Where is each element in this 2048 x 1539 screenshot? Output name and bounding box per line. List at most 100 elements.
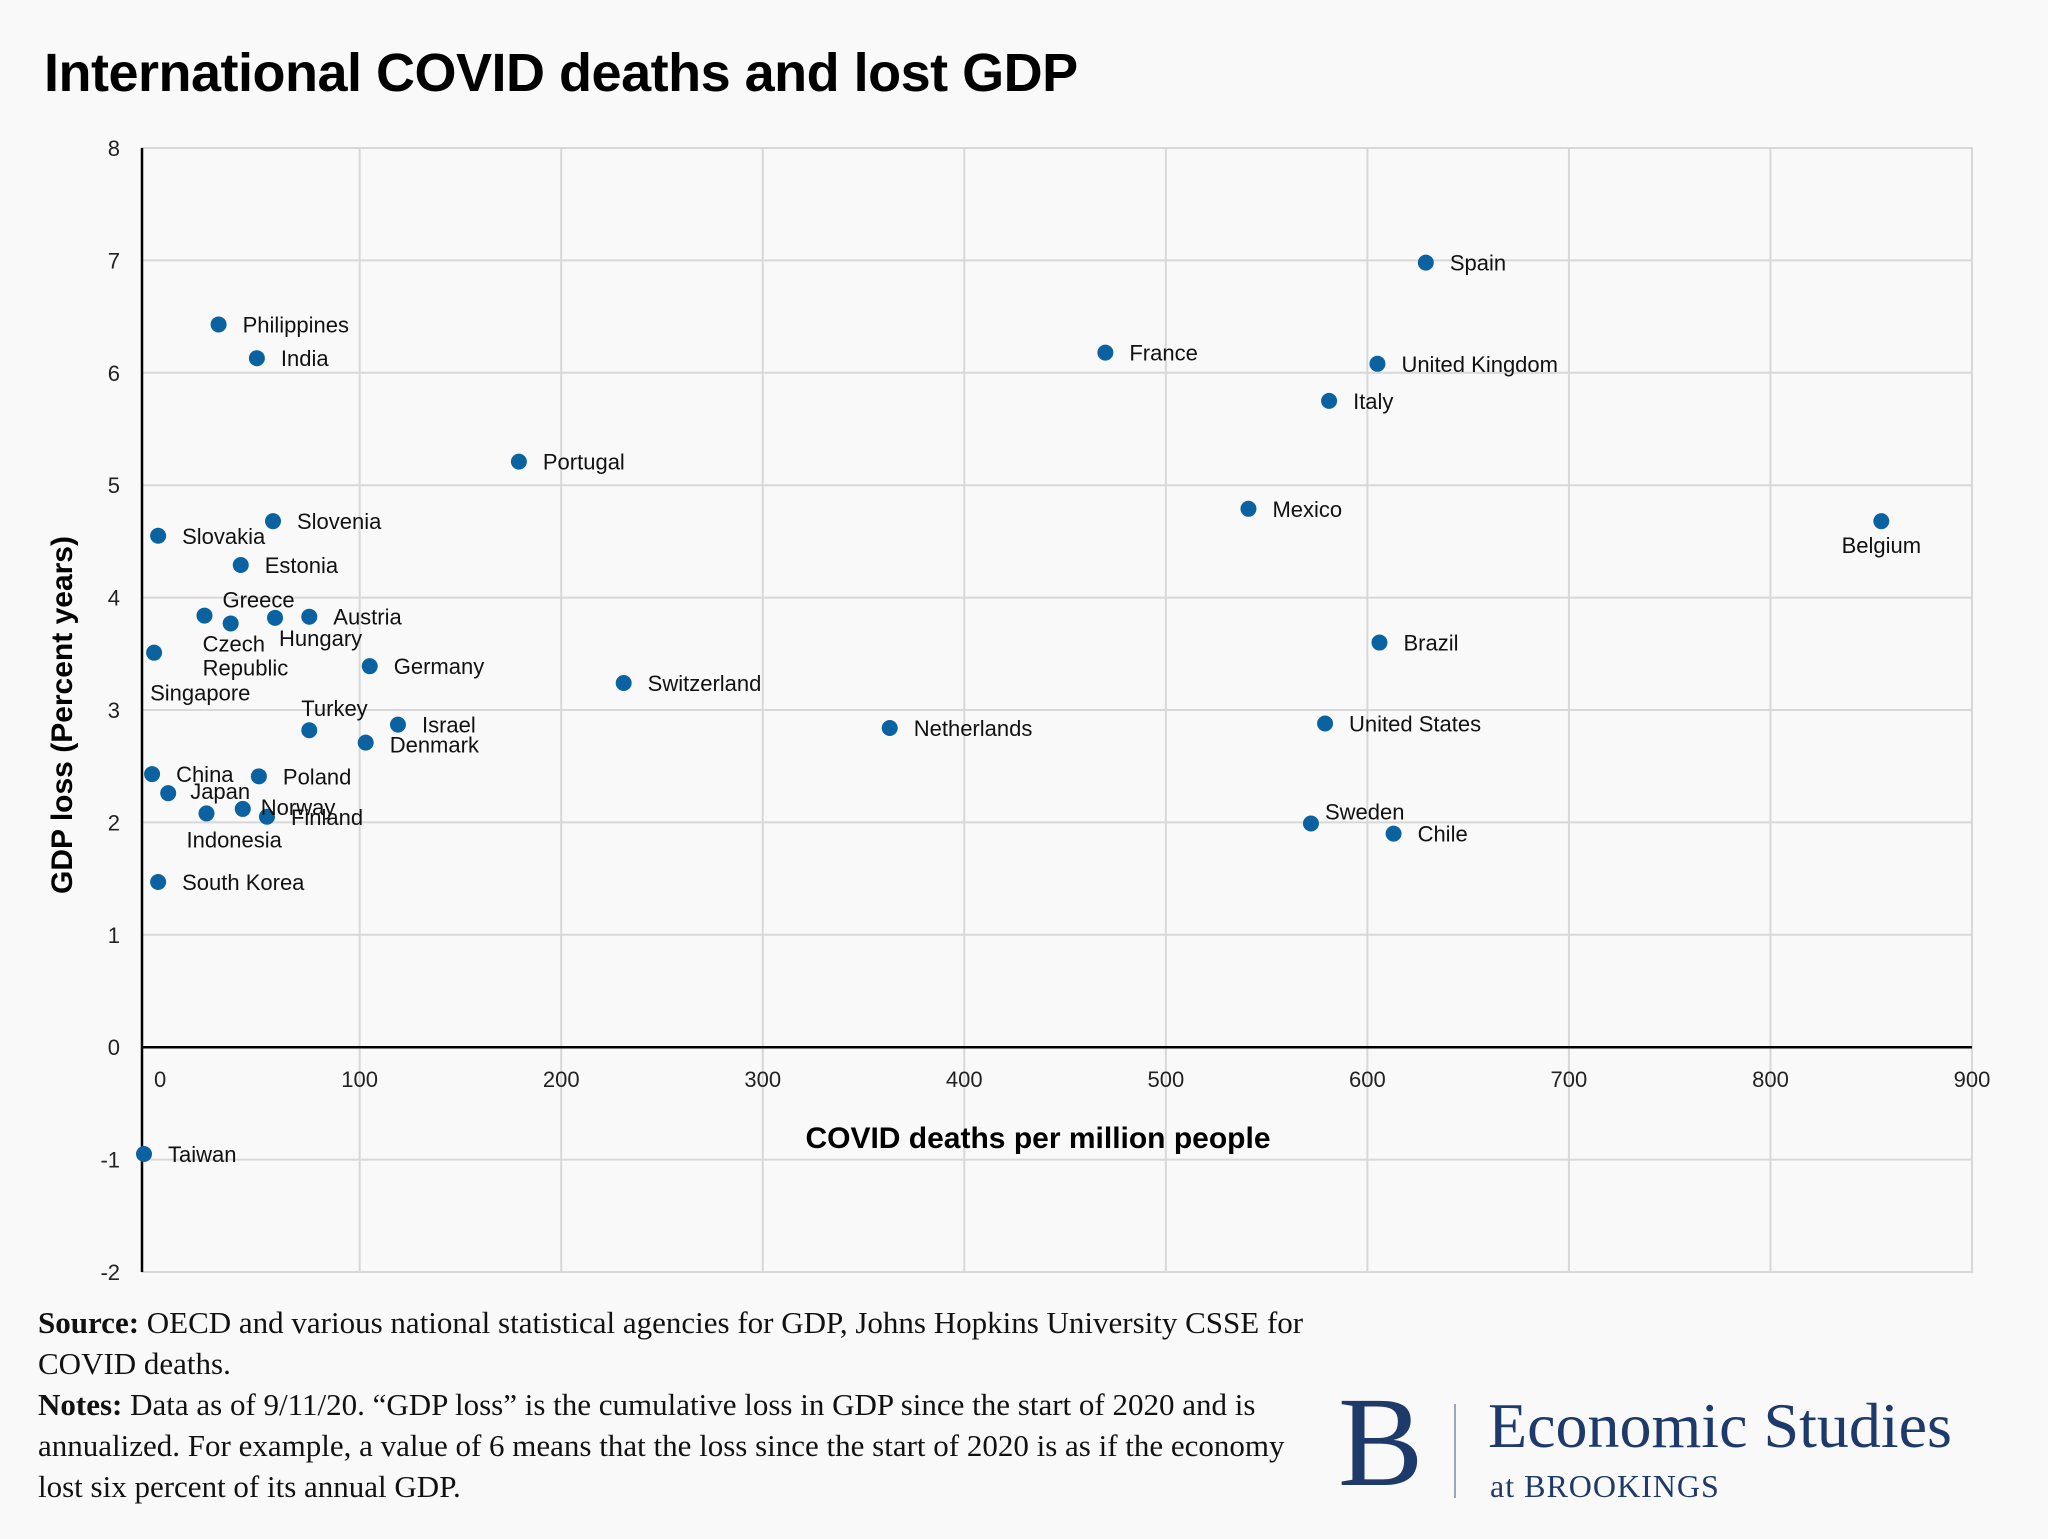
data-point: [150, 873, 167, 890]
point-label: Hungary: [279, 626, 362, 651]
point-label: France: [1129, 341, 1197, 366]
y-tick-label: -2: [100, 1260, 120, 1285]
data-point: [150, 527, 167, 544]
point-label: South Korea: [182, 870, 305, 895]
grid-lines: [141, 147, 1973, 1273]
point-label: United Kingdom: [1401, 352, 1558, 377]
logo-name: Economic Studies: [1488, 1390, 1952, 1461]
chart-footer: Source: OECD and various national statis…: [38, 1302, 1328, 1507]
point-label: Turkey: [301, 696, 367, 721]
point-label: Norway: [261, 795, 336, 820]
point-label: Slovakia: [182, 524, 266, 549]
data-point: [1321, 392, 1338, 409]
tick-labels: 0 100 200 300 400 500 600 700 800 900 -2 -1 0 1 2 3 4 5 6 7…: [100, 136, 1990, 1285]
y-tick-label: -1: [100, 1148, 120, 1173]
point-label: Estonia: [265, 553, 339, 578]
x-tick-label: 200: [543, 1067, 580, 1092]
data-point: [1873, 513, 1890, 530]
notes-label: Notes:: [38, 1387, 123, 1422]
point-label: Greece: [222, 588, 294, 613]
data-point: [1417, 254, 1434, 271]
data-point: [196, 607, 213, 624]
x-tick-label: 600: [1349, 1067, 1386, 1092]
notes-text: Data as of 9/11/20. “GDP loss” is the cu…: [38, 1387, 1285, 1504]
point-label: Chile: [1418, 822, 1468, 847]
point-labels: Spain Philippines India France United Kingdo…: [150, 251, 1921, 1167]
point-label: Germany: [394, 654, 484, 679]
data-point: [234, 800, 251, 817]
data-point: [1240, 500, 1257, 517]
data-point: [510, 453, 527, 470]
data-point: [615, 675, 632, 692]
point-label: Austria: [333, 605, 402, 630]
x-tick-label: 400: [946, 1067, 983, 1092]
point-label: Denmark: [390, 733, 480, 758]
data-point: [258, 808, 275, 825]
data-point: [1385, 825, 1402, 842]
source-label: Source:: [38, 1305, 140, 1340]
x-tick-label: 100: [341, 1067, 378, 1092]
point-label: Belgium: [1842, 533, 1921, 558]
point-label: Indonesia: [186, 827, 282, 852]
data-points: [136, 254, 1890, 1162]
point-label: United States: [1349, 711, 1481, 736]
x-tick-label: 800: [1752, 1067, 1789, 1092]
x-tick-label: 900: [1954, 1067, 1991, 1092]
point-label: Mexico: [1272, 497, 1342, 522]
point-label: Philippines: [243, 312, 349, 337]
data-point: [250, 768, 267, 785]
logo-subtitle: at BROOKINGS: [1490, 1468, 1720, 1504]
data-point: [1097, 344, 1114, 361]
data-point: [198, 805, 215, 822]
data-point: [301, 608, 318, 625]
data-point: [357, 734, 374, 751]
point-label: Spain: [1450, 251, 1506, 276]
data-point: [1317, 715, 1334, 732]
data-point: [222, 615, 239, 632]
x-tick-label: 300: [744, 1067, 781, 1092]
data-point: [1369, 355, 1386, 372]
y-tick-label: 1: [108, 923, 120, 948]
data-point: [265, 513, 282, 530]
y-tick-label: 5: [108, 473, 120, 498]
source-text: OECD and various national statistical ag…: [38, 1305, 1304, 1381]
chart-title: International COVID deaths and lost GDP: [44, 43, 1078, 103]
data-point: [1371, 634, 1388, 651]
point-label: Singapore: [150, 681, 250, 706]
y-tick-label: 3: [108, 698, 120, 723]
data-point: [881, 719, 898, 736]
notes: Notes: Data as of 9/11/20. “GDP loss” is…: [38, 1384, 1328, 1507]
y-tick-label: 2: [108, 810, 120, 835]
brookings-logo: B Economic Studies at BROOKINGS: [1338, 1372, 2018, 1520]
point-label: Japan: [190, 779, 250, 804]
point-label: Finland: [291, 805, 363, 830]
logo-letter: B: [1338, 1371, 1424, 1513]
x-tick-label: 700: [1551, 1067, 1588, 1092]
data-point: [160, 785, 177, 802]
y-tick-label: 0: [108, 1035, 120, 1060]
x-tick-label: 500: [1147, 1067, 1184, 1092]
point-label: Switzerland: [648, 671, 762, 696]
point-label: Israel: [422, 713, 476, 738]
data-point: [361, 658, 378, 675]
point-label: Czech Republic: [203, 631, 289, 680]
y-axis-label: GDP loss (Percent years): [46, 536, 79, 894]
point-label: Taiwan: [168, 1142, 236, 1167]
data-point: [1302, 815, 1319, 832]
point-label: Netherlands: [914, 716, 1033, 741]
logo-divider: [1454, 1404, 1456, 1498]
point-label: Slovenia: [297, 509, 382, 534]
data-point: [144, 766, 161, 783]
point-label: Portugal: [543, 450, 625, 475]
source-note: Source: OECD and various national statis…: [38, 1302, 1328, 1384]
data-point: [248, 350, 265, 367]
data-point: [146, 644, 163, 661]
scatter-chart: 0 100 200 300 400 500 600 700 800 900 -2 -1 0 1 2 3 4 5 6 7…: [46, 136, 1990, 1285]
y-tick-label: 4: [108, 586, 120, 611]
y-tick-label: 7: [108, 248, 120, 273]
data-point: [267, 609, 284, 626]
y-tick-label: 8: [108, 136, 120, 161]
point-label: Poland: [283, 764, 352, 789]
point-label: Italy: [1353, 389, 1393, 414]
data-point: [389, 716, 406, 733]
